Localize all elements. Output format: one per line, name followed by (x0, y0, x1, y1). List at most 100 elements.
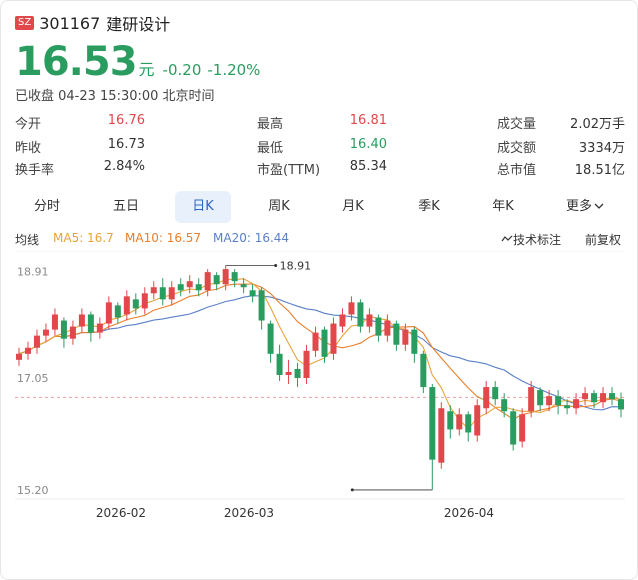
x-date-label: 2026-03 (224, 506, 274, 520)
stat-label: 最低 (257, 141, 284, 156)
stat-label: 最高 (257, 117, 284, 132)
candle-body (186, 281, 193, 288)
candle-body (312, 332, 319, 351)
candle-body (276, 353, 283, 375)
candle-body (240, 284, 247, 288)
stat-open: 今开 16.76 (15, 113, 145, 132)
candle-body (555, 396, 562, 406)
candle-body (285, 371, 292, 375)
candle-body (33, 335, 40, 348)
candle-body (609, 393, 616, 400)
candlestick-chart[interactable]: 18.91 17.05 15.20 18.91 2026-02 2026-03 2026-0… (1, 251, 637, 527)
candle-body (159, 287, 166, 300)
stat-low: 最低 16.40 (257, 137, 387, 156)
candle-body (600, 393, 607, 403)
stat-value: 16.81 (349, 113, 387, 128)
tech-annotation-label: 技术标注 (513, 233, 562, 247)
candle-body (60, 320, 67, 339)
tech-annotation-toggle[interactable]: 技术标注 (501, 231, 561, 247)
candle-body (294, 368, 301, 378)
candle-body (303, 350, 310, 378)
price-change: -0.20 (162, 61, 202, 79)
market-badge: SZ (15, 16, 35, 30)
candle-body (519, 414, 526, 442)
ma-label: 均线 (15, 233, 40, 247)
ma20-value: MA20: 16.44 (213, 231, 290, 245)
stat-high: 最高 16.81 (257, 113, 387, 132)
stat-value: 16.76 (107, 113, 145, 128)
candle-body (438, 408, 445, 463)
candle-body (69, 326, 76, 339)
stat-label: 换手率 (15, 163, 55, 178)
high-marker-dot (274, 263, 278, 267)
stat-prev-close: 昨收 16.73 (15, 137, 145, 156)
tab-quarterly-k[interactable]: 季K (418, 199, 440, 214)
candle-body (456, 414, 463, 430)
x-date-label: 2026-02 (96, 506, 146, 520)
candle-body (141, 293, 148, 309)
candle-body (465, 414, 472, 433)
ma5-value: MA5: 16.7 (53, 231, 114, 245)
candle-body (231, 272, 238, 282)
candle-body (366, 314, 373, 327)
candle-body (429, 387, 436, 460)
tab-weekly-k[interactable]: 周K (268, 199, 290, 214)
tab-five-day[interactable]: 五日 (112, 199, 139, 214)
candle-body (123, 296, 130, 315)
price-row: 16.53 元 -0.20 -1.20% (15, 39, 260, 85)
stat-label: 总市值 (497, 163, 537, 178)
tab-intraday[interactable]: 分时 (33, 199, 60, 214)
candle-body (150, 287, 157, 294)
candle-body (402, 329, 409, 345)
stat-value: 16.40 (349, 137, 387, 152)
low-marker-dot (350, 488, 354, 492)
candle-body (348, 302, 355, 315)
stat-value: 16.73 (107, 137, 145, 152)
candle-body (357, 302, 364, 327)
current-price: 16.53 (15, 39, 138, 85)
candle-body (528, 387, 535, 412)
candle-body (483, 387, 490, 409)
candle-body (96, 323, 103, 333)
tab-more-label: 更多 (565, 199, 592, 214)
ma20-line (18, 295, 622, 411)
candle-body (393, 323, 400, 345)
y-tick-label: 17.05 (17, 372, 49, 385)
price-change-percent: -1.20% (207, 61, 261, 79)
adjust-toggle[interactable]: 前复权 (585, 233, 622, 247)
market-status: 已收盘 04-23 15:30:00 北京时间 (15, 89, 215, 104)
tab-monthly-k[interactable]: 月K (342, 199, 364, 214)
tab-more[interactable]: 更多 (555, 191, 615, 223)
candle-body (195, 284, 202, 291)
ma-legend-row: 均线 MA5: 16.7 MA10: 16.57 MA20: 16.44 技术标… (15, 231, 627, 247)
x-date-label: 2026-04 (444, 506, 494, 520)
stat-value: 2.84% (103, 159, 145, 174)
stat-label: 昨收 (15, 141, 42, 156)
stock-title-row: SZ 301167 建研设计 (15, 11, 170, 35)
candle-body (573, 399, 580, 409)
candle-body (375, 317, 382, 336)
candle-body (78, 314, 85, 327)
tab-daily-k[interactable]: 日K (175, 191, 231, 223)
stat-value: 18.51亿 (574, 163, 625, 178)
candle-body (582, 393, 589, 400)
y-tick-label: 18.91 (17, 265, 49, 278)
candle-body (321, 329, 328, 357)
candle-body (411, 329, 418, 354)
candle-body (564, 405, 571, 409)
candle-body (384, 320, 391, 336)
stat-amount: 成交额 3334万 (497, 137, 625, 156)
stock-code: 301167 (39, 13, 101, 33)
stat-label: 成交额 (497, 141, 537, 156)
candle-body (204, 272, 211, 291)
candle-body (168, 287, 175, 300)
y-tick-label: 15.20 (17, 484, 49, 497)
candle-body (474, 405, 481, 436)
tab-yearly-k[interactable]: 年K (492, 199, 514, 214)
candle-body (618, 399, 624, 410)
stat-pe: 市盈(TTM) 85.34 (257, 159, 387, 178)
candle-body (591, 393, 598, 403)
candle-body (267, 323, 274, 354)
candle-body (546, 396, 553, 406)
